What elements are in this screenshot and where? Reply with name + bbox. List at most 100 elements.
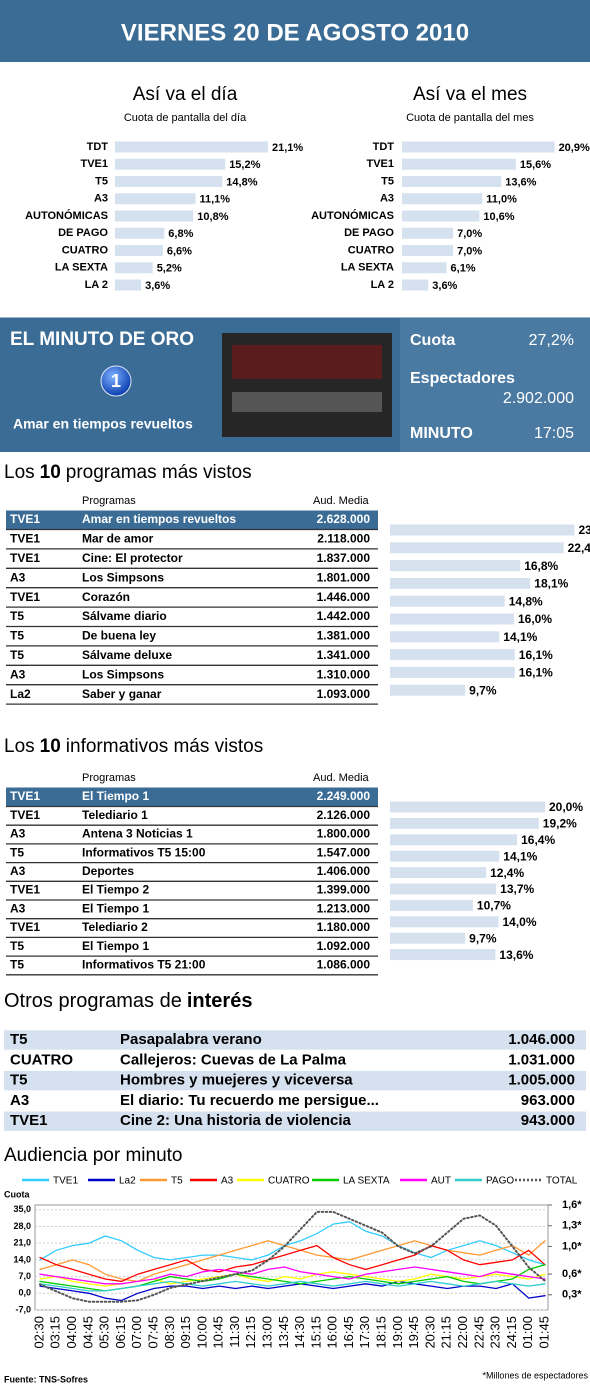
channel: TVE1 xyxy=(10,1112,48,1129)
value-label: 9,7% xyxy=(469,683,497,697)
channel: A3 xyxy=(10,1092,29,1109)
x-tick-label: 02:30 xyxy=(31,1316,46,1349)
legend-label: TVE1 xyxy=(53,1176,78,1187)
channel: A3 xyxy=(10,570,26,584)
bar xyxy=(402,141,555,153)
value-label: 5,2% xyxy=(157,263,182,275)
share-label: Cuota xyxy=(410,332,455,349)
value-label: 15,2% xyxy=(229,159,260,171)
audience: 1.801.000 xyxy=(317,570,371,584)
legend-label: CUATRO xyxy=(268,1176,310,1187)
bar xyxy=(390,666,515,678)
value-label: 13,6% xyxy=(505,176,536,188)
audience: 1.547.000 xyxy=(317,845,371,859)
bar xyxy=(390,817,539,829)
program: El Tiempo 2 xyxy=(82,883,149,897)
value-label: 16,0% xyxy=(518,612,552,626)
program: Hombres y muejeres y viceversa xyxy=(120,1072,353,1089)
bar xyxy=(390,867,487,879)
bar xyxy=(402,210,480,222)
program: De buena ley xyxy=(82,629,156,643)
channel: TVE1 xyxy=(10,808,40,822)
shaded-row xyxy=(4,1030,586,1050)
audience: 1.837.000 xyxy=(317,551,371,565)
chart-subtitle: Cuota de pantalla del mes xyxy=(406,112,534,124)
channel: A3 xyxy=(10,827,26,841)
y2-tick-label: 1,0* xyxy=(562,1240,582,1252)
value-label: 21,1% xyxy=(272,142,303,154)
category-label: AUTONÓMICAS xyxy=(25,209,108,222)
bar xyxy=(390,932,466,944)
bar xyxy=(390,560,521,572)
viewers-value: 2.902.000 xyxy=(503,390,574,407)
audience: 1.399.000 xyxy=(317,883,371,897)
bar xyxy=(402,158,516,170)
program: El Tiempo 1 xyxy=(82,939,149,953)
bar xyxy=(402,176,502,187)
x-tick-label: 12:15 xyxy=(243,1316,258,1349)
y2-tick-label: 0,3* xyxy=(562,1289,582,1301)
y-tick-label: 28,0 xyxy=(13,1221,31,1231)
x-tick-label: 10:45 xyxy=(211,1316,226,1349)
program: Sálvame diario xyxy=(82,609,167,623)
x-tick-label: 05:30 xyxy=(97,1316,112,1349)
chart-title: Así va el día xyxy=(133,84,238,105)
audience: 2.628.000 xyxy=(317,512,371,526)
bar xyxy=(115,210,194,222)
column-header: Aud. Media xyxy=(313,495,370,507)
audience: 2.126.000 xyxy=(317,808,371,822)
header-bar xyxy=(0,0,590,62)
channel: T5 xyxy=(10,1031,28,1048)
program: Los Simpsons xyxy=(82,667,164,681)
category-label: T5 xyxy=(381,175,394,187)
value-label: 16,1% xyxy=(519,666,553,680)
program: Informativos T5 15:00 xyxy=(82,845,206,859)
value-label: 3,6% xyxy=(145,280,170,292)
audience: 963.000 xyxy=(521,1092,575,1109)
channel: La2 xyxy=(10,687,31,701)
x-tick-label: 20:30 xyxy=(422,1316,437,1349)
y2-tick-label: 1,3* xyxy=(562,1220,582,1232)
audience: 1.093.000 xyxy=(317,687,371,701)
category-label: DE PAGO xyxy=(344,227,394,239)
bar xyxy=(402,279,429,291)
x-tick-label: 16:00 xyxy=(325,1316,340,1349)
x-tick-label: 16:45 xyxy=(341,1316,356,1349)
shaded-row xyxy=(4,1111,586,1131)
highlight-row xyxy=(6,787,378,807)
channel-logo-text: 1 xyxy=(111,371,121,391)
program: Saber y ganar xyxy=(82,687,162,701)
audience: 1.446.000 xyxy=(317,590,371,604)
program: Corazón xyxy=(82,590,130,604)
x-tick-label: 17:30 xyxy=(357,1316,372,1349)
category-label: A3 xyxy=(380,193,394,205)
value-label: 6,6% xyxy=(167,245,192,257)
channel: CUATRO xyxy=(10,1051,73,1068)
channel: T5 xyxy=(10,957,24,971)
program-image-band xyxy=(232,392,382,412)
category-label: TVE1 xyxy=(80,158,108,170)
value-label: 16,1% xyxy=(519,648,553,662)
shaded-row xyxy=(4,1070,586,1091)
value-label: 19,2% xyxy=(543,817,577,831)
x-tick-label: 01:00 xyxy=(520,1316,535,1349)
audience: 1.406.000 xyxy=(317,864,371,878)
channel: T5 xyxy=(10,609,24,623)
bar xyxy=(390,577,531,589)
channel: TVE1 xyxy=(10,590,40,604)
channel: TVE1 xyxy=(10,551,40,565)
value-label: 23,8% xyxy=(578,523,590,537)
category-label: CUATRO xyxy=(348,244,395,256)
x-tick-label: 01:45 xyxy=(536,1316,551,1349)
legend-label: AUT xyxy=(431,1176,451,1187)
channel: T5 xyxy=(10,629,24,643)
category-label: CUATRO xyxy=(62,244,109,256)
program: Telediario 2 xyxy=(82,920,148,934)
audience: 1.092.000 xyxy=(317,939,371,953)
category-label: A3 xyxy=(94,193,108,205)
x-tick-label: 09:15 xyxy=(178,1316,193,1349)
program: Callejeros: Cuevas de La Palma xyxy=(120,1051,347,1068)
series-line xyxy=(39,1240,546,1283)
value-label: 14,8% xyxy=(509,594,543,608)
channel: A3 xyxy=(10,864,26,878)
